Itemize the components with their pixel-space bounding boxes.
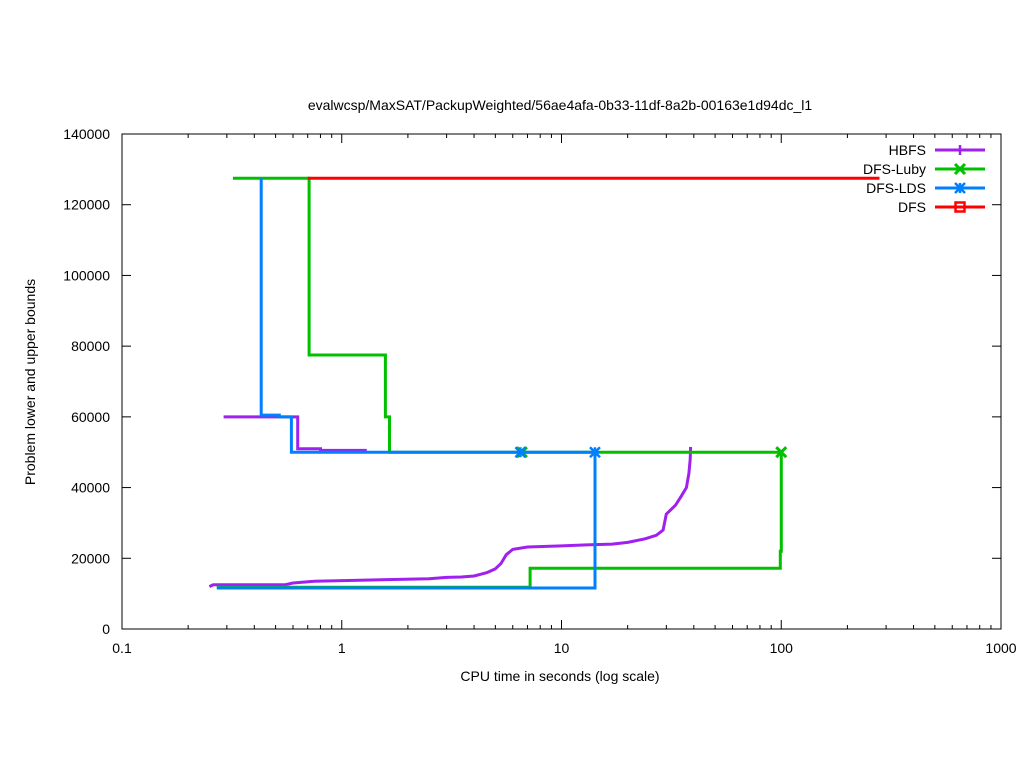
marker-star xyxy=(514,446,527,459)
y-tick-label: 20000 xyxy=(71,550,110,566)
series-dfs-lds-lower-line xyxy=(216,452,597,590)
legend-label-dfs: DFS xyxy=(898,199,926,215)
legend: HBFS DFS-Luby DFS-LDS DFS xyxy=(863,142,985,215)
plot-frame xyxy=(121,133,1002,630)
x-tick-label: 1000 xyxy=(985,640,1016,656)
y-tick-label: 100000 xyxy=(63,267,110,283)
y-tick-label: 60000 xyxy=(71,409,110,425)
marker-star xyxy=(589,446,601,459)
legend-label-dfs-lds: DFS-LDS xyxy=(866,180,926,196)
y-tick-label: 140000 xyxy=(63,126,110,142)
legend-label-dfs-luby: DFS-Luby xyxy=(863,161,926,177)
y-tick-label: 40000 xyxy=(71,480,110,496)
marker-x xyxy=(953,162,967,176)
series-dfs-luby-upper-line xyxy=(233,176,782,454)
y-tick-label: 120000 xyxy=(63,197,110,213)
legend-label-hbfs: HBFS xyxy=(889,142,926,158)
x-tick-label: 10 xyxy=(554,640,570,656)
legend-marker-dfs-luby xyxy=(953,162,967,176)
legend-marker-dfs-lds xyxy=(954,182,966,194)
legend-marker-hbfs xyxy=(955,145,965,155)
marker-star xyxy=(954,182,966,194)
y-tick-label: 80000 xyxy=(71,338,110,354)
marker-plus xyxy=(955,145,965,155)
chart-title: evalwcsp/MaxSAT/PackupWeighted/56ae4afa-… xyxy=(308,97,813,113)
series-hbfs-upper-line xyxy=(223,415,367,452)
y-tick-label: 0 xyxy=(102,621,110,637)
series-dfs-lds-point xyxy=(589,446,601,459)
y-axis-label: Problem lower and upper bounds xyxy=(22,279,38,485)
series-dfs-luby-point xyxy=(775,446,788,459)
x-axis-label: CPU time in seconds (log scale) xyxy=(460,668,659,684)
legend-marker-dfs xyxy=(954,201,966,213)
series-layer xyxy=(208,176,880,590)
marker-x xyxy=(775,446,788,459)
x-tick-label: 1 xyxy=(338,640,346,656)
x-tick-label: 0.1 xyxy=(112,640,132,656)
series-dfs-lds-upper-line xyxy=(259,178,595,454)
series-hbfs-lower-line xyxy=(208,446,693,588)
series-dfs-lds-point xyxy=(514,446,527,459)
marker-square xyxy=(954,201,966,213)
x-tick-label: 100 xyxy=(770,640,794,656)
axis-layer: 0.1 1 10 100 1000 0 20000 40000 60000 80000 100000… xyxy=(63,126,1016,656)
